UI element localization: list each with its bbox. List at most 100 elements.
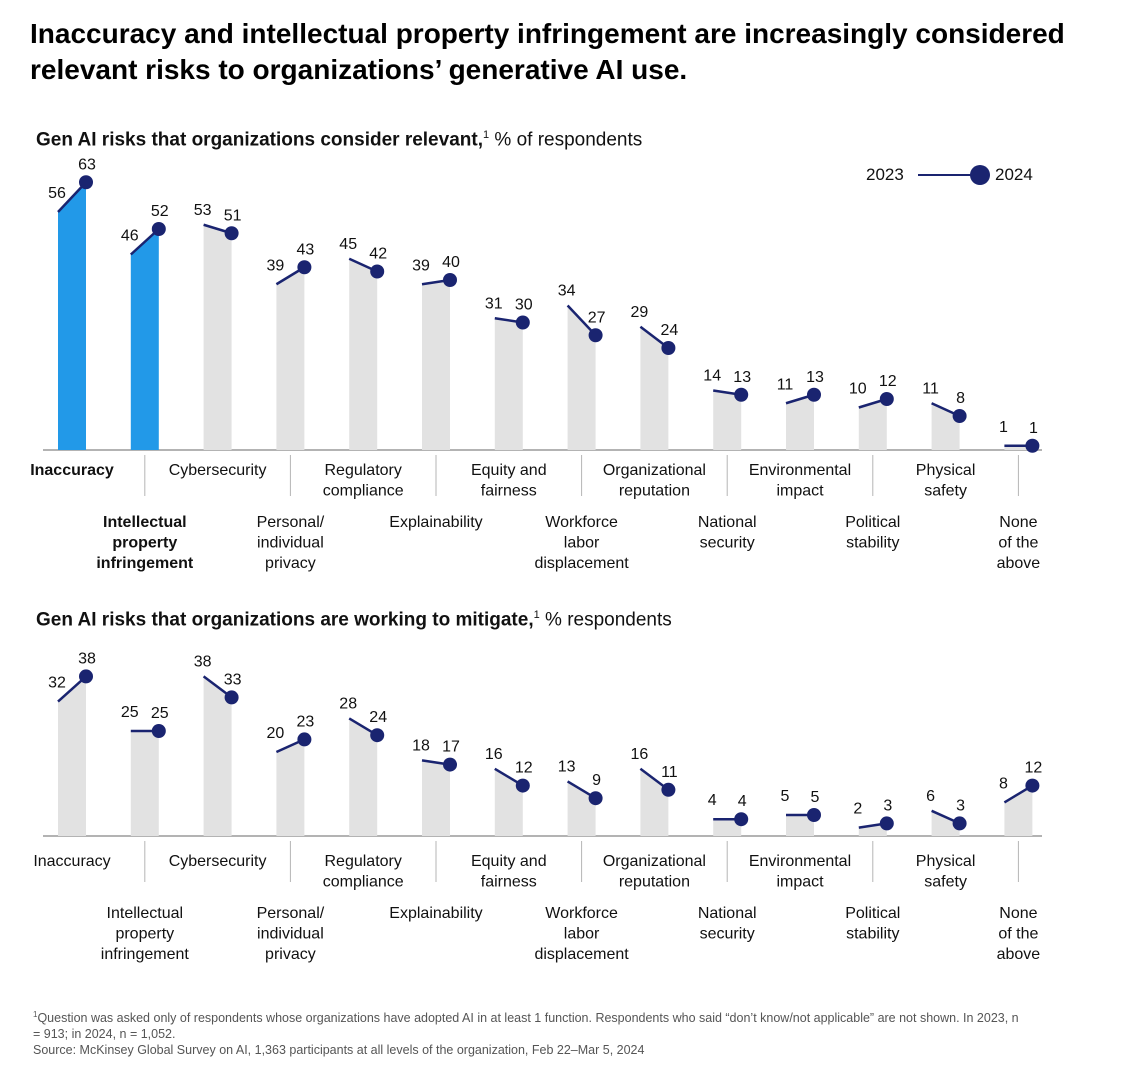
category-label: above <box>997 946 1041 963</box>
value-label-2024: 27 <box>588 309 606 326</box>
data-point-2024 <box>807 387 821 402</box>
value-label-2023: 14 <box>703 368 721 385</box>
value-label-2023: 6 <box>926 788 935 805</box>
value-label-2023: 16 <box>485 746 503 763</box>
data-point-2024 <box>588 328 603 343</box>
bar <box>713 819 742 836</box>
value-label-2024: 42 <box>369 246 387 263</box>
category-label: Regulatory <box>325 853 402 870</box>
value-label-2024: 17 <box>442 739 460 756</box>
category-label: Organizational <box>603 853 706 870</box>
value-label-2024: 43 <box>297 241 315 258</box>
legend-label-2023: 2023 <box>866 165 904 184</box>
bar <box>858 399 887 450</box>
bar <box>349 258 378 450</box>
category-label: Equity and <box>471 462 547 479</box>
data-point-2024 <box>79 175 93 190</box>
value-label-2023: 5 <box>781 788 790 805</box>
value-label-2023: 18 <box>412 737 430 754</box>
value-label-2023: 28 <box>339 695 357 712</box>
data-point-2024 <box>1025 438 1040 453</box>
value-label-2023: 4 <box>708 792 717 809</box>
bar <box>1004 785 1033 836</box>
bar <box>203 676 232 836</box>
value-label-2023: 31 <box>485 295 503 312</box>
value-label-2023: 45 <box>339 236 357 253</box>
bar <box>931 403 960 450</box>
category-label: National <box>698 905 757 922</box>
value-label-2023: 20 <box>267 725 285 742</box>
value-label-2023: 38 <box>194 653 212 670</box>
value-label-2024: 9 <box>592 772 601 789</box>
category-label: labor <box>564 535 600 552</box>
category-label: National <box>698 514 757 531</box>
category-label: reputation <box>619 874 690 891</box>
value-label-2024: 24 <box>369 709 387 726</box>
value-label-2023: 8 <box>999 775 1008 792</box>
chart-subtitle: % respondents <box>545 609 672 631</box>
data-point-2024 <box>443 757 457 772</box>
category-label: Environmental <box>749 853 851 870</box>
bar <box>276 267 305 450</box>
bar <box>640 326 669 450</box>
footnote-marker: 1 <box>533 609 540 621</box>
category-label: stability <box>846 535 899 552</box>
data-point-2024 <box>952 409 967 423</box>
category-label: displacement <box>534 946 629 963</box>
data-point-2024 <box>734 387 749 402</box>
value-label-2023: 56 <box>48 185 66 202</box>
category-label: of the <box>998 926 1038 943</box>
category-label: property <box>112 535 177 552</box>
category-label: Intellectual <box>107 905 184 922</box>
value-label-2024: 23 <box>297 713 315 730</box>
category-label: security <box>700 926 755 943</box>
legend-dot <box>970 165 990 185</box>
data-point-2024 <box>297 732 312 747</box>
category-label: Workforce <box>545 905 618 922</box>
category-label: Physical <box>916 462 976 479</box>
bar <box>713 390 742 450</box>
value-label-2024: 12 <box>1025 760 1043 777</box>
category-label: infringement <box>96 555 194 572</box>
category-label: None <box>999 514 1037 531</box>
value-label-2024: 5 <box>811 789 820 806</box>
value-label-2023: 32 <box>48 675 66 692</box>
bar <box>494 768 523 836</box>
category-label: Explainability <box>389 514 482 531</box>
category-label: Intellectual <box>103 514 187 531</box>
value-label-2024: 52 <box>151 203 169 220</box>
value-label-2024: 63 <box>78 156 96 173</box>
value-label-2023: 2 <box>853 801 862 818</box>
value-label-2024: 3 <box>956 797 965 814</box>
data-point-2024 <box>370 264 385 279</box>
category-label: Organizational <box>603 462 706 479</box>
category-label: Physical <box>916 853 976 870</box>
category-label: reputation <box>619 483 690 500</box>
category-label: Cybersecurity <box>169 853 267 870</box>
data-point-2024 <box>297 260 312 275</box>
category-label: Inaccuracy <box>33 853 110 870</box>
legend-label-2024: 2024 <box>995 165 1033 184</box>
category-label: Cybersecurity <box>169 462 267 479</box>
bar <box>130 229 159 450</box>
bar <box>567 305 596 450</box>
bar <box>422 280 450 450</box>
category-label: fairness <box>481 874 537 891</box>
value-label-2023: 25 <box>121 704 139 721</box>
category-label: Political <box>845 514 900 531</box>
value-label-2023: 1 <box>999 419 1008 436</box>
category-label: displacement <box>534 555 629 572</box>
data-point-2024 <box>79 669 93 684</box>
footnote-marker: 1 <box>33 1010 38 1019</box>
bar <box>494 318 523 450</box>
category-label: compliance <box>323 874 404 891</box>
category-label: privacy <box>265 555 316 572</box>
category-label: Equity and <box>471 853 547 870</box>
value-label-2024: 11 <box>661 764 678 781</box>
data-point-2024 <box>1025 778 1040 793</box>
value-label-2023: 10 <box>849 381 867 398</box>
data-point-2024 <box>588 791 603 806</box>
value-label-2024: 25 <box>151 705 169 722</box>
category-label: Political <box>845 905 900 922</box>
